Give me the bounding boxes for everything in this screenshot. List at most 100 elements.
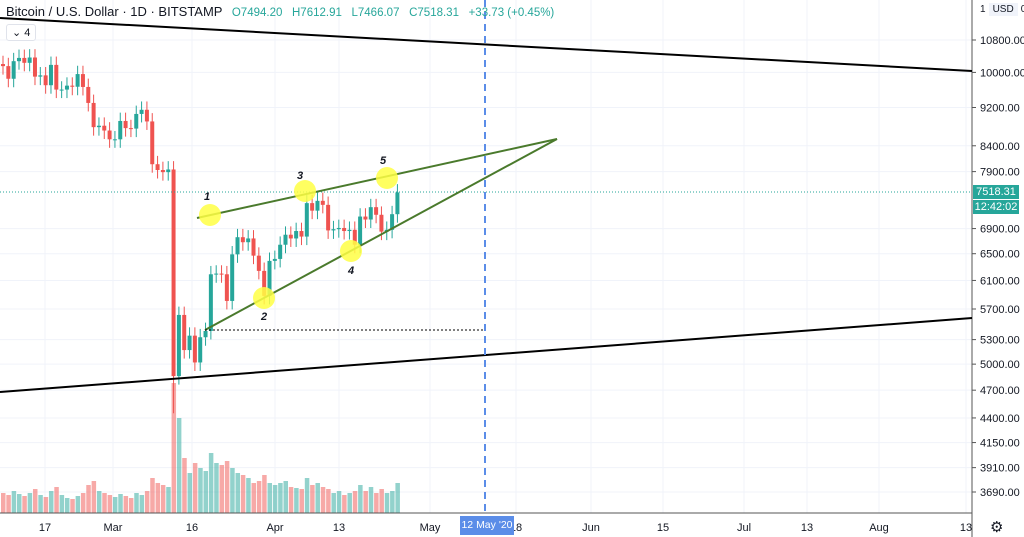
candle-body bbox=[1, 64, 5, 67]
volume-bar bbox=[150, 478, 155, 513]
candle-body bbox=[379, 214, 384, 232]
candle-body bbox=[6, 66, 11, 79]
time-tick-label: 15 bbox=[657, 522, 669, 534]
volume-bar bbox=[342, 495, 347, 513]
candle-body bbox=[16, 57, 21, 62]
candle-body bbox=[75, 74, 80, 87]
price-tick-label: 9200.00 bbox=[980, 102, 1020, 114]
currency-right: 0 bbox=[1020, 4, 1024, 15]
volume-bar bbox=[192, 463, 198, 513]
candle-body bbox=[150, 121, 155, 165]
candle-body bbox=[278, 244, 283, 259]
time-tick-label: 13 bbox=[960, 522, 972, 534]
volume-bar bbox=[347, 493, 352, 513]
wave-label-2: 2 bbox=[260, 311, 267, 323]
candle-body bbox=[395, 192, 400, 215]
indicators-toggle-button[interactable]: ⌄ 4 bbox=[6, 24, 37, 41]
wave-circle-3[interactable] bbox=[294, 180, 316, 202]
price-tick-label: 10000.00 bbox=[980, 67, 1024, 79]
ohlc-high: H7612.91 bbox=[292, 7, 342, 19]
volume-bar bbox=[219, 465, 225, 513]
candle-body bbox=[54, 64, 59, 90]
price-tick-label: 4400.00 bbox=[980, 413, 1020, 425]
volume-bar bbox=[107, 495, 113, 513]
price-tick-label: 6500.00 bbox=[980, 249, 1020, 261]
volume-bar bbox=[182, 458, 187, 513]
candle-body bbox=[214, 273, 219, 275]
candle-body bbox=[192, 335, 197, 363]
candle-body bbox=[230, 254, 235, 301]
candle-body bbox=[219, 273, 224, 275]
wave-circle-2[interactable] bbox=[253, 287, 275, 309]
volume-bar bbox=[352, 491, 358, 513]
candle-body bbox=[182, 314, 187, 351]
volume-bar bbox=[379, 489, 384, 513]
currency-usd: USD bbox=[988, 3, 1018, 16]
candle-body bbox=[155, 164, 160, 171]
wave-circle-1[interactable] bbox=[199, 204, 221, 226]
volume-bar bbox=[384, 493, 390, 513]
candle-body bbox=[107, 130, 112, 140]
volume-bar bbox=[336, 491, 342, 513]
settings-gear-icon[interactable]: ⚙ bbox=[990, 519, 1004, 536]
volume-bar bbox=[187, 473, 193, 513]
volume-bar bbox=[310, 485, 315, 513]
volume-bar bbox=[86, 485, 91, 513]
candle-body bbox=[336, 227, 341, 230]
time-tick-label: Apr bbox=[266, 522, 283, 534]
volume-bar bbox=[160, 485, 166, 513]
candle-body bbox=[187, 335, 192, 351]
candle-body bbox=[198, 337, 203, 363]
volume-bar bbox=[331, 493, 336, 513]
volume-bar bbox=[75, 496, 81, 513]
price-tick-label: 4700.00 bbox=[980, 385, 1020, 397]
volume-bar bbox=[11, 491, 17, 513]
candle-body bbox=[342, 227, 347, 232]
candle-body bbox=[288, 234, 293, 239]
candle-body bbox=[208, 274, 213, 331]
volume-bar bbox=[278, 483, 283, 513]
candle-body bbox=[347, 229, 352, 232]
wave-label-1: 1 bbox=[204, 191, 210, 203]
volume-bar bbox=[139, 495, 145, 513]
candle-body bbox=[240, 237, 245, 243]
volume-bar bbox=[299, 489, 304, 513]
candle-body bbox=[310, 203, 315, 211]
candle-body bbox=[86, 86, 91, 103]
volume-bar bbox=[288, 487, 294, 513]
candle-body bbox=[363, 216, 368, 220]
volume-bar bbox=[16, 494, 22, 513]
upper-channel-line[interactable] bbox=[0, 17, 973, 72]
time-tick-label: Aug bbox=[869, 522, 889, 534]
volume-bar bbox=[80, 493, 86, 513]
currency-label[interactable]: 1 USD 0 bbox=[980, 3, 1024, 16]
volume-bar bbox=[96, 491, 102, 513]
ohlc-low: L7466.07 bbox=[351, 7, 400, 19]
time-tick-label: Jul bbox=[737, 522, 751, 534]
volume-bar bbox=[208, 453, 214, 513]
volume-bar bbox=[358, 485, 363, 513]
price-tick-label: 10800.00 bbox=[980, 35, 1024, 47]
wave-circle-4[interactable] bbox=[340, 240, 362, 262]
price-tick-label: 5300.00 bbox=[980, 335, 1020, 347]
volume-bar bbox=[214, 463, 219, 513]
volume-bar bbox=[102, 493, 107, 513]
wave-circle-5[interactable] bbox=[376, 167, 398, 189]
candle-body bbox=[267, 260, 272, 296]
symbol-title[interactable]: Bitcoin / U.S. Dollar · 1D · BITSTAMP bbox=[6, 4, 223, 19]
volume-bar bbox=[363, 491, 368, 513]
price-tick-label: 5000.00 bbox=[980, 359, 1020, 371]
time-tick-label: 13 bbox=[333, 522, 345, 534]
candle-body bbox=[64, 85, 69, 90]
candle-body bbox=[320, 200, 325, 205]
volume-bar bbox=[224, 461, 230, 513]
volume-bar bbox=[128, 498, 134, 513]
volume-bar bbox=[70, 499, 75, 513]
candle-body bbox=[128, 128, 133, 130]
candle-body bbox=[96, 125, 101, 128]
candle-body bbox=[326, 204, 331, 231]
volume-bar bbox=[91, 481, 97, 513]
candle-body bbox=[102, 125, 107, 131]
price-tick-label: 4150.00 bbox=[980, 438, 1020, 450]
